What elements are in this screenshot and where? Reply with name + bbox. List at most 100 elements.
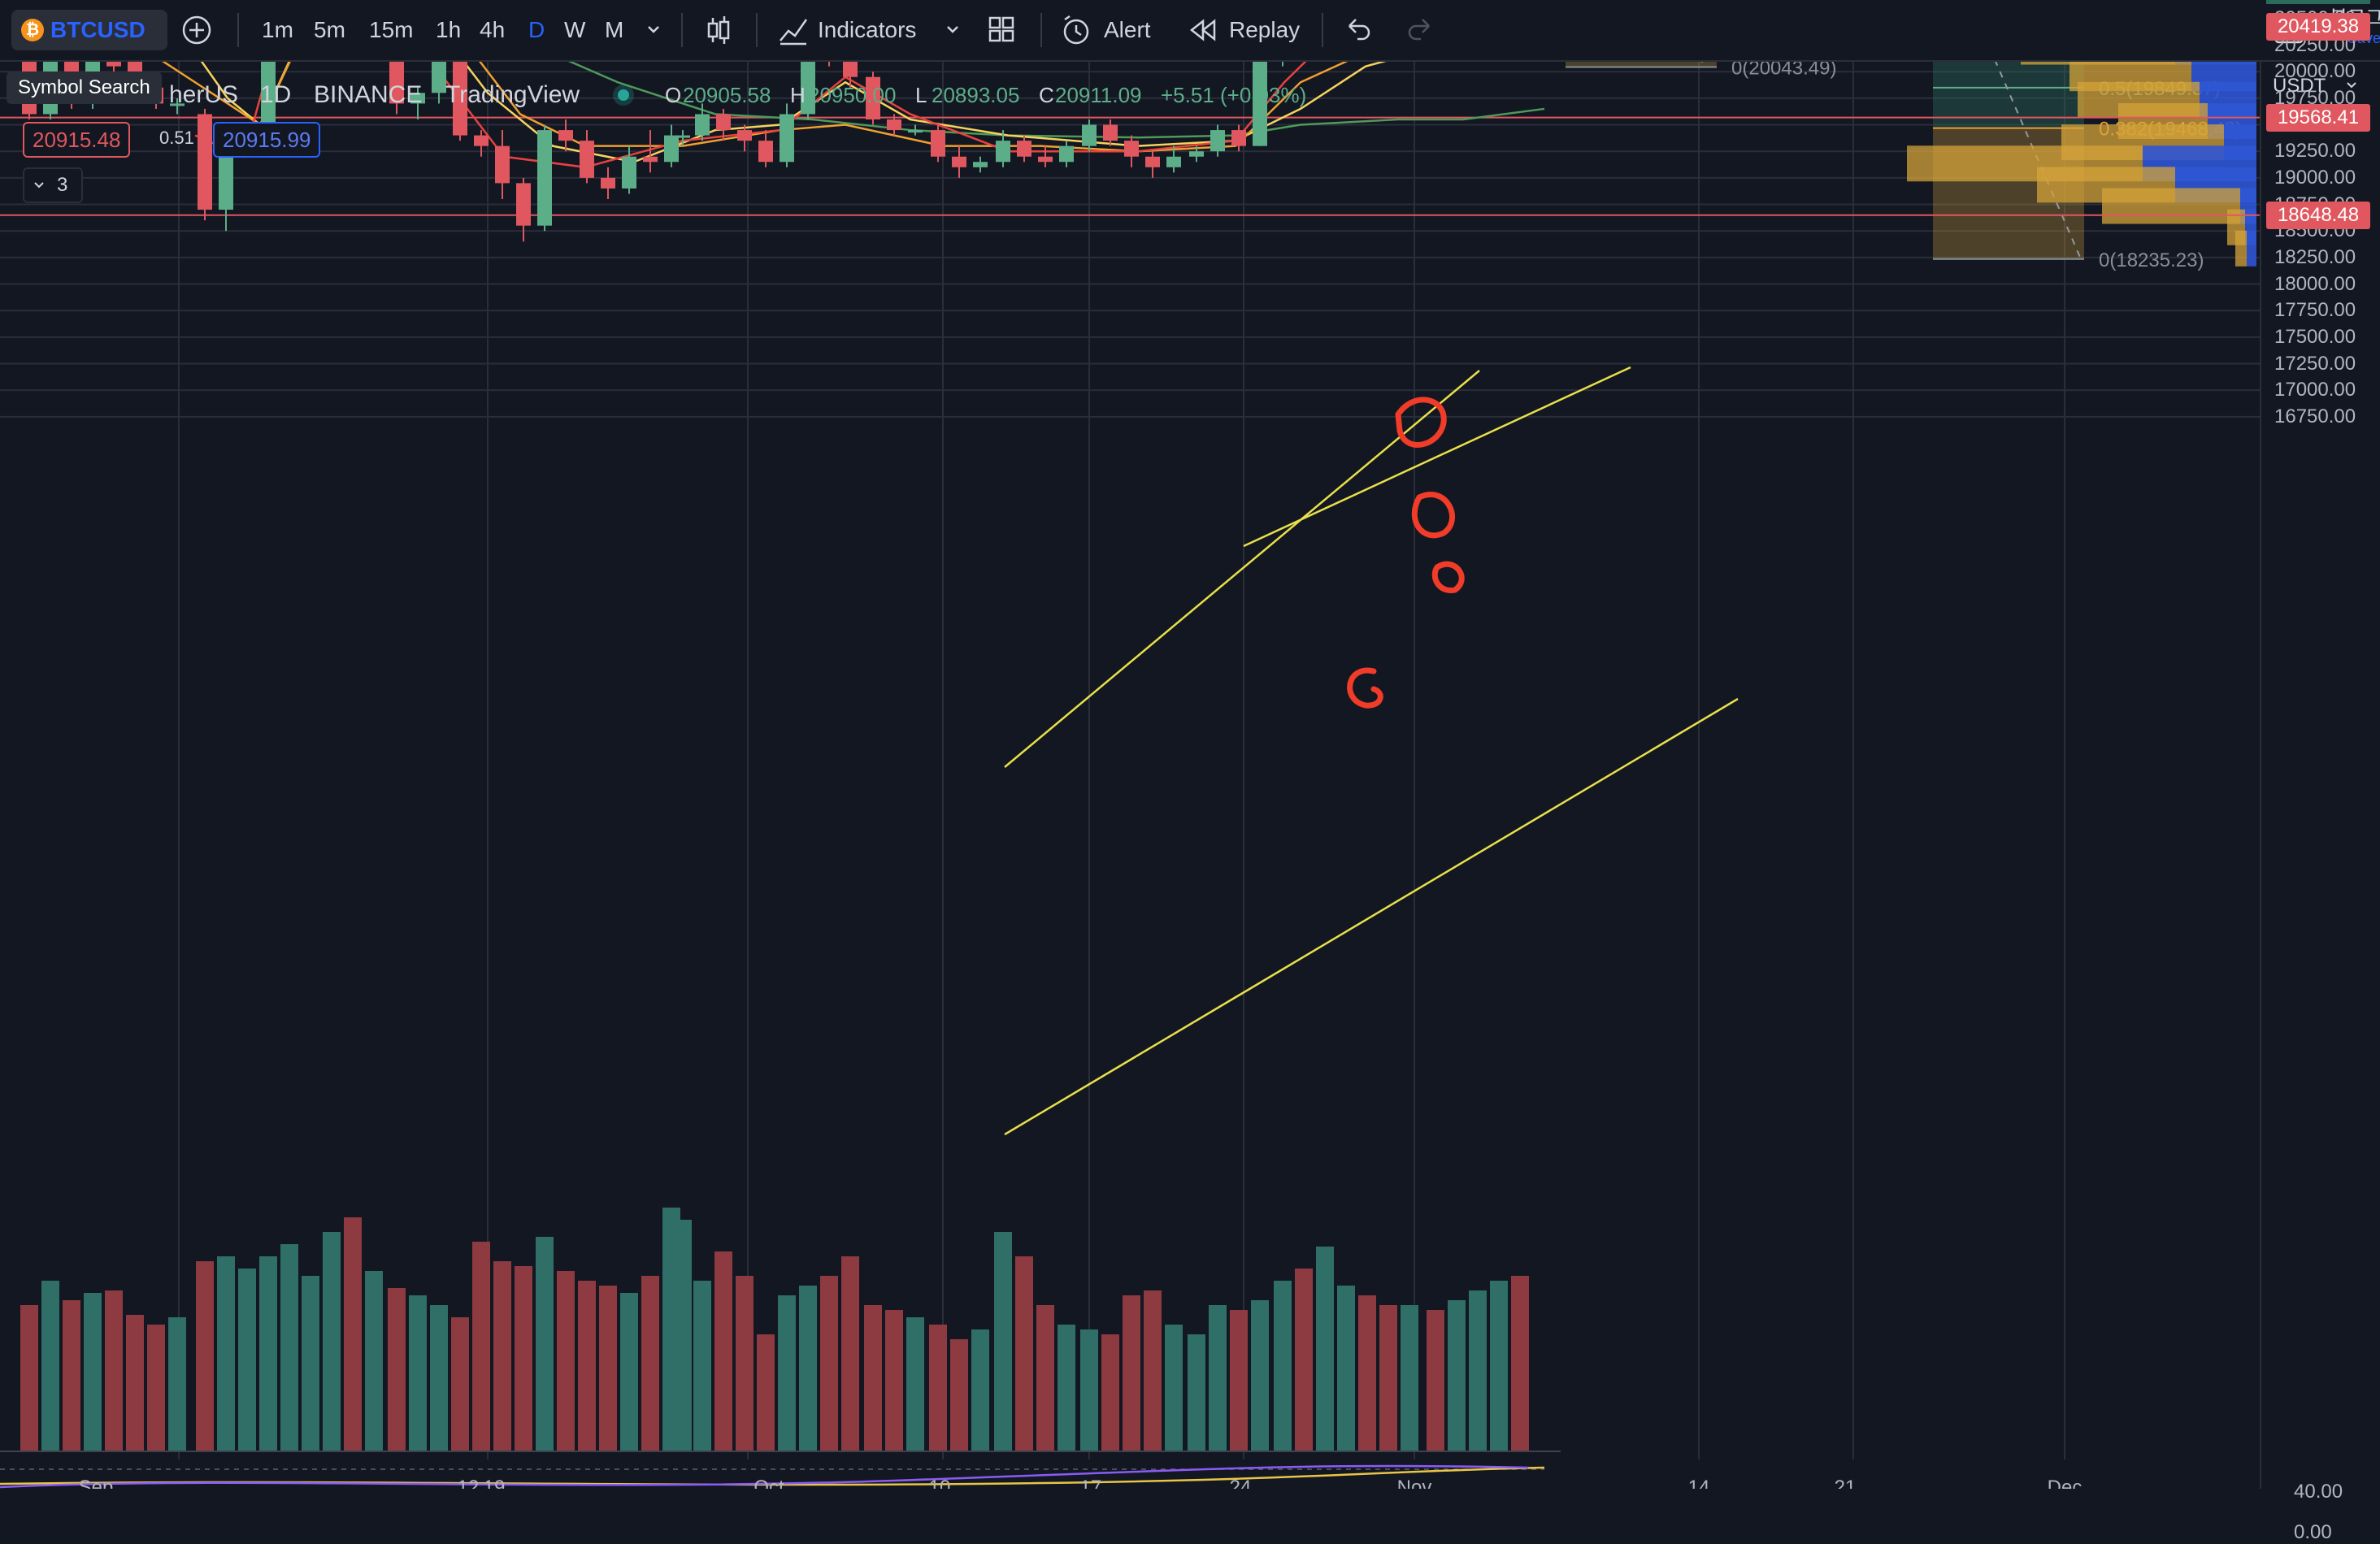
x-axis-label: Dec bbox=[2048, 1477, 2082, 1489]
candle-body bbox=[675, 135, 690, 138]
interval-1m[interactable]: 1m bbox=[262, 17, 293, 42]
alert-clock-icon[interactable] bbox=[1060, 0, 1092, 60]
interval-w[interactable]: W bbox=[564, 17, 586, 42]
volume-bar bbox=[20, 1305, 38, 1451]
candle-body bbox=[866, 76, 880, 119]
ohlc-h-label: H bbox=[790, 83, 806, 107]
alert-button[interactable]: Alert bbox=[1104, 17, 1151, 42]
legend-symbol[interactable]: herUS bbox=[169, 81, 239, 108]
interval-m[interactable]: M bbox=[605, 17, 624, 42]
interval-1h[interactable]: 1h bbox=[436, 17, 462, 42]
volume-profile-bar bbox=[2247, 230, 2256, 267]
price-axis-label: 16750.00 bbox=[2274, 405, 2356, 427]
volume-bar bbox=[885, 1310, 903, 1451]
volume-bar bbox=[430, 1305, 448, 1451]
currency-label[interactable]: USDT bbox=[2273, 75, 2326, 97]
fib2-level-label: 0(18235.23) bbox=[2099, 249, 2204, 271]
volume-bar bbox=[778, 1295, 796, 1451]
volume-bar bbox=[693, 1281, 711, 1451]
ohlc-change: +5.51 (+0.03%) bbox=[1161, 83, 1307, 107]
indicators-icon[interactable] bbox=[777, 0, 810, 60]
volume-bar bbox=[971, 1329, 989, 1451]
fib1-level-label: 0(20043.49) bbox=[1731, 62, 1836, 80]
fib2-diagonal bbox=[1995, 62, 2082, 260]
volume-bar bbox=[196, 1261, 214, 1451]
buy-price-box[interactable]: 20915.99 bbox=[213, 122, 321, 158]
volume-bar bbox=[126, 1315, 144, 1451]
toolbar-divider bbox=[681, 13, 683, 47]
price-chart[interactable]: 2(22919.11)1.618(22369.87)1.5(22200.20)1… bbox=[0, 62, 2260, 1489]
candle-body bbox=[198, 114, 212, 210]
templates-grid-icon[interactable] bbox=[987, 0, 1016, 60]
indicators-chevron-icon[interactable] bbox=[945, 0, 961, 60]
toolbar-divider bbox=[756, 13, 758, 47]
replay-button[interactable]: Replay bbox=[1229, 17, 1301, 42]
volume-bar bbox=[238, 1269, 256, 1451]
price-axis-label: 17250.00 bbox=[2274, 352, 2356, 375]
volume-bar bbox=[950, 1339, 968, 1451]
candle-body bbox=[410, 93, 425, 104]
x-axis-label: 19 bbox=[484, 1477, 506, 1489]
interval-15m[interactable]: 15m bbox=[369, 17, 414, 42]
interval-dropdown-chevron-icon[interactable] bbox=[645, 0, 662, 60]
replay-icon[interactable] bbox=[1187, 0, 1219, 60]
price-axis[interactable]: USDT22500.0022250.0022000.0021750.002150… bbox=[2260, 0, 2380, 1543]
x-axis-label: 14 bbox=[1688, 1477, 1710, 1489]
volume-bar bbox=[674, 1220, 692, 1451]
legend-source: TradingView bbox=[445, 81, 580, 108]
volume-bar bbox=[1188, 1334, 1205, 1451]
volume-bar bbox=[1358, 1295, 1376, 1451]
sell-price-box[interactable]: 20915.48 bbox=[23, 122, 131, 158]
annotation-marker bbox=[1395, 397, 1447, 448]
indicator-axis-label: 40.00 bbox=[2294, 1481, 2343, 1503]
toolbar-divider bbox=[237, 13, 239, 47]
x-axis-label: 12 bbox=[458, 1477, 480, 1489]
add-symbol-icon[interactable] bbox=[180, 0, 213, 60]
toolbar-divider bbox=[1322, 13, 1323, 47]
interval-d[interactable]: D bbox=[528, 17, 545, 42]
volume-bar bbox=[1036, 1305, 1054, 1451]
volume-bar bbox=[41, 1281, 59, 1451]
price-axis-label: 17750.00 bbox=[2274, 299, 2356, 322]
volume-bar bbox=[302, 1276, 319, 1451]
indicators-button[interactable]: Indicators bbox=[818, 17, 917, 42]
indicator-axis-label: 0.00 bbox=[2294, 1521, 2332, 1543]
price-axis-label: 19000.00 bbox=[2274, 166, 2356, 189]
volume-bar bbox=[1316, 1247, 1334, 1451]
symbol-button[interactable]: ₿ BTCUSD bbox=[11, 10, 167, 50]
candle-body bbox=[664, 135, 679, 163]
price-axis-label: 18250.00 bbox=[2274, 245, 2356, 268]
currency-chevron-icon[interactable] bbox=[2346, 80, 2357, 95]
candle-body bbox=[973, 162, 988, 167]
legend-interval: 1D bbox=[260, 81, 292, 108]
indicators-collapse-button[interactable]: 3 bbox=[23, 167, 83, 203]
volume-bar bbox=[323, 1232, 341, 1451]
candle-body bbox=[1231, 130, 1246, 146]
candle-style-icon[interactable] bbox=[704, 0, 733, 60]
candle-body bbox=[474, 135, 489, 146]
interval-4h[interactable]: 4h bbox=[480, 17, 506, 42]
volume-bar bbox=[451, 1317, 469, 1451]
undo-icon[interactable] bbox=[1343, 0, 1372, 60]
price-axis-label: 20000.00 bbox=[2274, 60, 2356, 83]
volume-bar bbox=[1251, 1300, 1269, 1451]
candle-body bbox=[537, 130, 552, 226]
volume-bar bbox=[105, 1290, 123, 1451]
volume-bar bbox=[1274, 1281, 1292, 1451]
volume-bar bbox=[841, 1256, 859, 1451]
volume-bar bbox=[536, 1237, 554, 1451]
volume-bar bbox=[493, 1261, 511, 1451]
volume-bar bbox=[1448, 1300, 1466, 1451]
volume-bar bbox=[757, 1334, 775, 1451]
candle-body bbox=[1059, 145, 1074, 163]
candle-body bbox=[1038, 156, 1053, 163]
redo-icon[interactable] bbox=[1406, 0, 1435, 60]
volume-bar bbox=[1101, 1334, 1119, 1451]
symbol-label: BTCUSD bbox=[50, 17, 145, 42]
candle-body bbox=[580, 141, 594, 178]
x-axis-label: 17 bbox=[1080, 1477, 1102, 1489]
candle-body bbox=[1124, 141, 1139, 157]
interval-5m[interactable]: 5m bbox=[314, 17, 345, 42]
volume-bar bbox=[168, 1317, 186, 1451]
candle-body bbox=[432, 62, 446, 93]
